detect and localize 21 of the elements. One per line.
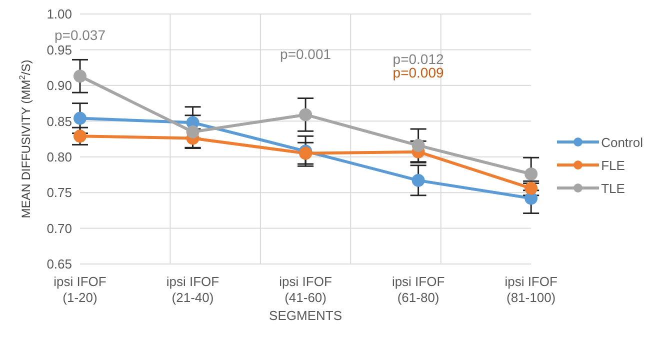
x-tick-label: ipsi IFOF (21-40): [166, 274, 220, 305]
y-tick-label: 0.70: [46, 220, 72, 236]
y-tick-label: 0.75: [46, 185, 72, 200]
annotation: p=0.037: [54, 27, 106, 44]
annotation: p=0.009: [392, 64, 444, 81]
y-tick-label: 0.65: [46, 256, 72, 272]
y-tick-label: 0.85: [46, 114, 72, 129]
annotation: p=0.012: [392, 50, 444, 67]
x-tick-label: ipsi IFOF (1-20): [54, 274, 106, 305]
y-tick-label: 1.00: [46, 6, 72, 22]
legend-label: TLE: [601, 180, 625, 196]
legend-label: FLE: [601, 158, 625, 172]
x-tick-label: ipsi IFOF (81-100): [504, 274, 558, 305]
y-tick-label: 0.95: [46, 42, 72, 58]
y-tick-label: 0.80: [46, 149, 72, 164]
x-tick-label: ipsi IFOF (41-60): [279, 274, 332, 305]
x-axis-title: SEGMENTS: [269, 308, 342, 323]
annotation: p=0.001: [280, 46, 332, 62]
legend-label: Control: [601, 134, 643, 150]
x-tick-label: ipsi IFOF (61-80): [392, 274, 445, 305]
y-tick-label: 0.90: [46, 78, 72, 94]
